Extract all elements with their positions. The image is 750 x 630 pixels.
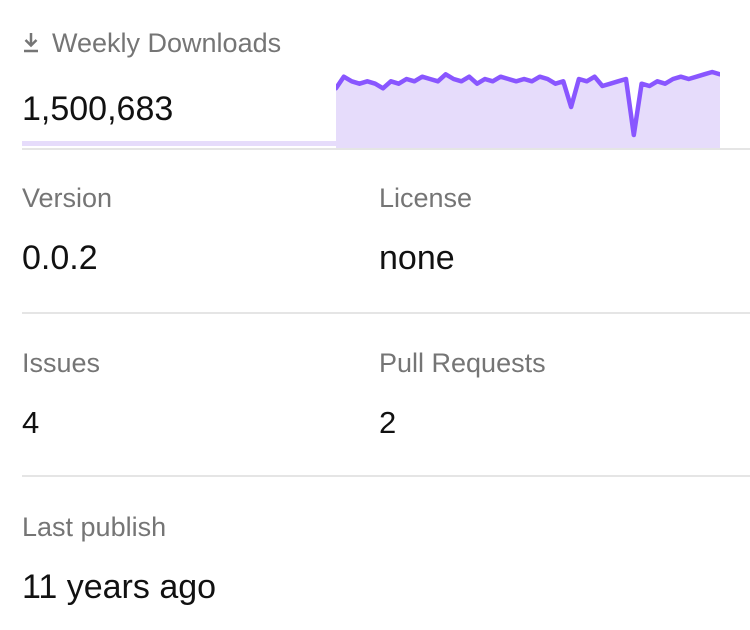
- weekly-downloads-heading: Weekly Downloads: [22, 26, 281, 60]
- license-label: License: [379, 183, 473, 213]
- issues-label: Issues: [22, 348, 101, 378]
- version-value: 0.0.2: [22, 239, 98, 277]
- sparkline-line: [336, 69, 720, 138]
- pull-requests-count[interactable]: 2: [379, 405, 397, 440]
- downloads-baseline: [22, 141, 336, 146]
- divider: [22, 148, 750, 150]
- downloads-sparkline: [336, 69, 720, 148]
- divider: [22, 312, 750, 314]
- license-stat: License none: [379, 181, 472, 278]
- weekly-downloads-count: 1,500,683: [22, 90, 174, 128]
- weekly-downloads-section: Weekly Downloads 1,500,683: [22, 22, 720, 148]
- weekly-downloads-label: Weekly Downloads: [52, 27, 282, 58]
- last-publish-value: 11 years ago: [22, 568, 217, 606]
- download-icon: [22, 31, 40, 55]
- last-publish-stat: Last publish 11 years ago: [22, 510, 216, 607]
- pull-requests-label: Pull Requests: [379, 348, 546, 378]
- issues-stat[interactable]: Issues 4: [22, 346, 100, 443]
- version-label: Version: [22, 183, 113, 213]
- version-stat: Version 0.0.2: [22, 181, 112, 278]
- sparkline-area: [336, 72, 720, 148]
- divider: [22, 475, 750, 477]
- issues-count[interactable]: 4: [22, 405, 40, 440]
- last-publish-label: Last publish: [22, 512, 167, 542]
- pull-requests-stat[interactable]: Pull Requests 2: [379, 346, 546, 443]
- license-value: none: [379, 239, 455, 277]
